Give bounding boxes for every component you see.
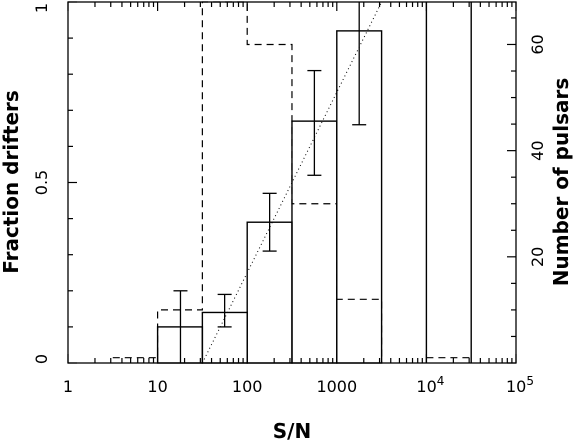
plot-frame (67, 1, 517, 364)
x-tick-labels: 1 10 100 1000 104 105 (63, 374, 534, 396)
x-tick-label: 1 (63, 377, 73, 396)
x-axis-label: S/N (273, 419, 311, 443)
y-left-tick-labels: 00.51 (32, 3, 51, 364)
y-left-tick-label: 1 (32, 3, 51, 13)
error-bars (173, 2, 367, 363)
error-bar (262, 192, 277, 252)
y-right-tick-label: 40 (528, 140, 547, 160)
y-axis-left-label: Fraction drifters (0, 90, 23, 274)
x-tick-label: 10 (147, 377, 167, 396)
x-tick-label: 105 (506, 374, 534, 396)
y-right-tick-label: 60 (528, 34, 547, 54)
error-bar (352, 2, 367, 126)
y-right-tick-labels: 20 40 60 (528, 34, 547, 267)
error-bar (173, 290, 188, 363)
error-bar (307, 69, 322, 176)
error-bar (217, 293, 232, 328)
x-tick-label: 100 (232, 377, 263, 396)
y-left-tick-label: 0 (32, 354, 51, 364)
x-tick-label: 1000 (316, 377, 357, 396)
fraction-histogram (156, 2, 472, 364)
y-left-tick-label: 0.5 (32, 170, 51, 195)
x-tick-label: 104 (416, 374, 444, 396)
y-axis-right-label: Number of pulsars (549, 78, 573, 287)
y-right-tick-label: 20 (528, 247, 547, 267)
